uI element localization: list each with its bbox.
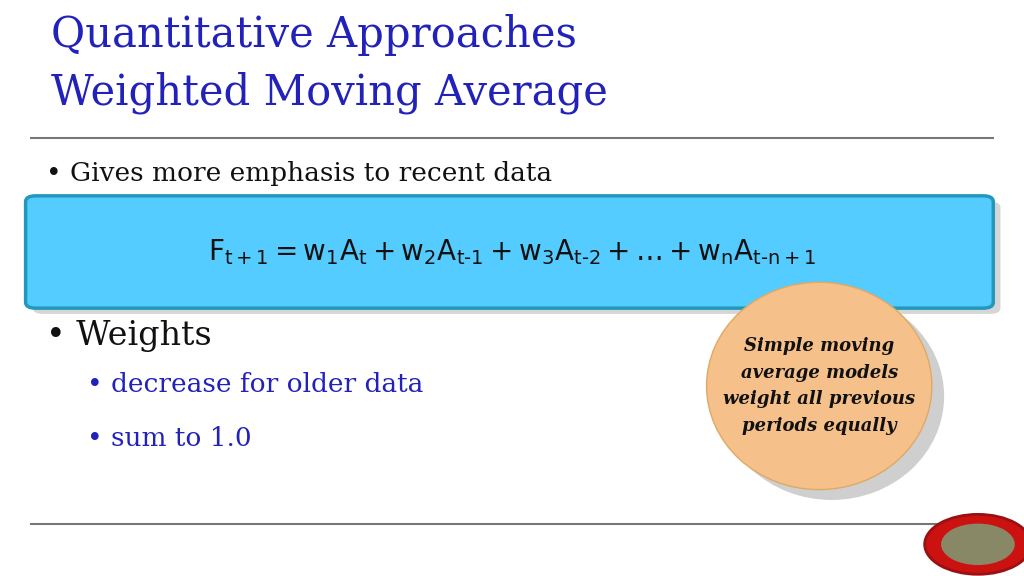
Ellipse shape	[719, 293, 944, 500]
FancyBboxPatch shape	[33, 202, 1000, 314]
Ellipse shape	[707, 282, 932, 490]
Circle shape	[925, 514, 1024, 574]
Text: Quantitative Approaches: Quantitative Approaches	[51, 14, 578, 56]
Text: • sum to 1.0: • sum to 1.0	[87, 426, 252, 451]
Circle shape	[941, 524, 1015, 565]
Text: Weighted Moving Average: Weighted Moving Average	[51, 72, 608, 115]
Text: • decrease for older data: • decrease for older data	[87, 372, 423, 396]
FancyBboxPatch shape	[26, 196, 993, 308]
Text: • Gives more emphasis to recent data: • Gives more emphasis to recent data	[46, 161, 552, 186]
Text: Simple moving
average models
weight all previous
periods equally: Simple moving average models weight all …	[723, 338, 915, 434]
Text: $\mathrm{F_{t+1} = w_1A_t + w_2A_{t\text{-}1} + w_3A_{t\text{-}2} + \ldots + w_n: $\mathrm{F_{t+1} = w_1A_t + w_2A_{t\text…	[208, 237, 816, 267]
Text: • Weights: • Weights	[46, 320, 212, 352]
